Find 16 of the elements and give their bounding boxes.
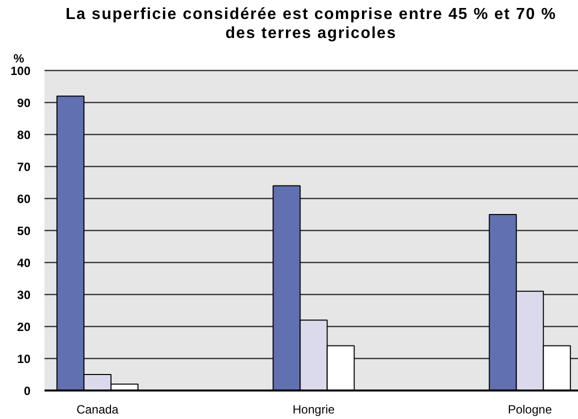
x-tick-label: Canada [76, 402, 119, 416]
y-tick-label: 40 [17, 256, 31, 270]
y-axis-title: % [14, 52, 24, 66]
y-tick-label: 80 [17, 128, 31, 142]
y-tick-label: 90 [17, 96, 31, 110]
y-tick-label: 10 [17, 352, 31, 366]
y-tick-label: 50 [17, 224, 31, 238]
y-tick-label: 60 [17, 192, 31, 206]
y-tick-label: 70 [17, 160, 31, 174]
y-tick-label: 0 [24, 384, 31, 398]
y-tick-label: 30 [17, 288, 31, 302]
chart-title: La superficie considérée est comprise entre 45 % et 70 % des terres agricoles [66, 5, 556, 43]
y-tick-label: 100 [10, 64, 31, 78]
y-tick-label: 20 [17, 320, 31, 334]
x-tick-label: Hongrie [292, 402, 335, 416]
x-tick-label: Pologne [508, 402, 552, 416]
